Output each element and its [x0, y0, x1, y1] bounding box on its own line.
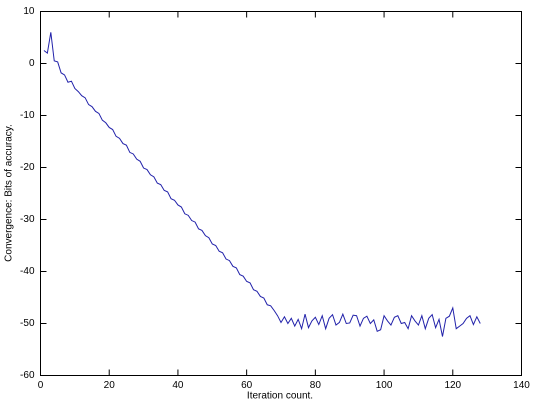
- x-tick-label: 40: [172, 380, 184, 391]
- x-tick-label: 20: [104, 380, 116, 391]
- y-axis-label: Convergence: Bits of accuracy.: [4, 124, 15, 262]
- y-tick-label: -60: [20, 370, 35, 381]
- x-tick-label: 80: [310, 380, 322, 391]
- y-tick-label: 10: [23, 6, 35, 17]
- x-axis-label: Iteration count.: [247, 391, 313, 402]
- x-tick-label: 60: [241, 380, 253, 391]
- y-tick-label: -20: [20, 162, 35, 173]
- y-tick-label: -40: [20, 266, 35, 277]
- plot-frame: [40, 11, 522, 376]
- y-tick-label: -30: [20, 214, 35, 225]
- y-tick-label: -50: [20, 318, 35, 329]
- x-tick-label: 100: [376, 380, 393, 391]
- y-tick-label: 0: [29, 58, 35, 69]
- y-tick-label: -10: [20, 110, 35, 121]
- x-tick-label: 120: [444, 380, 461, 391]
- data-line: [43, 32, 481, 337]
- x-tick-label: 0: [38, 380, 44, 391]
- x-tick-label: 140: [513, 380, 530, 391]
